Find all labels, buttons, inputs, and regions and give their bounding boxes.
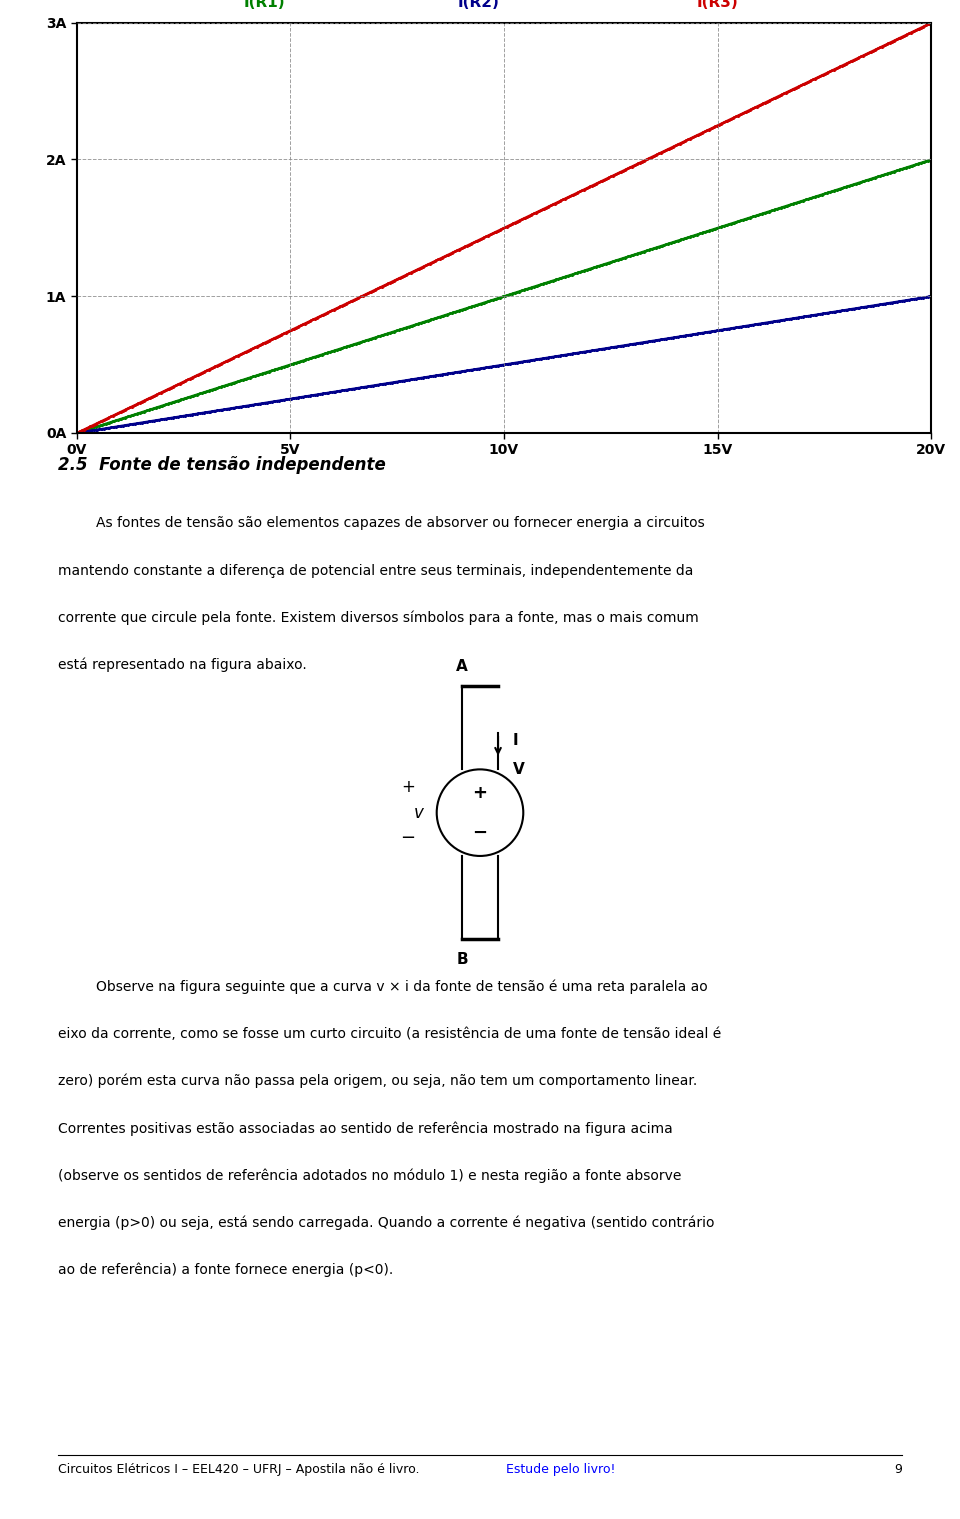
- Text: Estude pelo livro!: Estude pelo livro!: [506, 1463, 615, 1476]
- Text: está representado na figura abaixo.: está representado na figura abaixo.: [58, 658, 306, 673]
- Text: +: +: [401, 778, 415, 796]
- Text: eixo da corrente, como se fosse um curto circuito (a resistência de uma fonte de: eixo da corrente, como se fosse um curto…: [58, 1027, 721, 1041]
- Text: A: A: [456, 659, 468, 674]
- Text: I(R1): I(R1): [244, 0, 285, 11]
- Text: As fontes de tensão são elementos capazes de absorver ou fornecer energia a circ: As fontes de tensão são elementos capaze…: [96, 516, 705, 530]
- Text: I: I: [513, 734, 518, 747]
- Text: Correntes positivas estão associadas ao sentido de referência mostrado na figura: Correntes positivas estão associadas ao …: [58, 1121, 672, 1136]
- Text: −: −: [400, 829, 416, 848]
- Text: energia (p>0) ou seja, está sendo carregada. Quando a corrente é negativa (senti: energia (p>0) ou seja, está sendo carreg…: [58, 1215, 714, 1230]
- Text: mantendo constante a diferença de potencial entre seus terminais, independenteme: mantendo constante a diferença de potenc…: [58, 564, 693, 577]
- Text: 9: 9: [895, 1463, 902, 1476]
- Text: Circuitos Elétricos I – EEL420 – UFRJ – Apostila não é livro.: Circuitos Elétricos I – EEL420 – UFRJ – …: [58, 1463, 423, 1476]
- Text: +: +: [472, 784, 488, 802]
- Text: corrente que circule pela fonte. Existem diversos símbolos para a fonte, mas o m: corrente que circule pela fonte. Existem…: [58, 611, 698, 626]
- Text: B: B: [456, 951, 468, 966]
- Text: I(R3): I(R3): [697, 0, 738, 11]
- Text: I(R2): I(R2): [457, 0, 499, 11]
- Text: V: V: [513, 763, 524, 776]
- Text: (observe os sentidos de referência adotados no módulo 1) e nesta região a fonte : (observe os sentidos de referência adota…: [58, 1168, 681, 1183]
- Text: zero) porém esta curva não passa pela origem, ou seja, não tem um comportamento : zero) porém esta curva não passa pela or…: [58, 1074, 697, 1089]
- Text: Observe na figura seguinte que a curva v × i da fonte de tensão é uma reta paral: Observe na figura seguinte que a curva v…: [96, 980, 708, 995]
- Text: v: v: [414, 804, 423, 822]
- Text: −: −: [472, 823, 488, 842]
- Text: ao de referência) a fonte fornece energia (p<0).: ao de referência) a fonte fornece energi…: [58, 1262, 393, 1277]
- Text: 2.5  Fonte de tensão independente: 2.5 Fonte de tensão independente: [58, 456, 385, 474]
